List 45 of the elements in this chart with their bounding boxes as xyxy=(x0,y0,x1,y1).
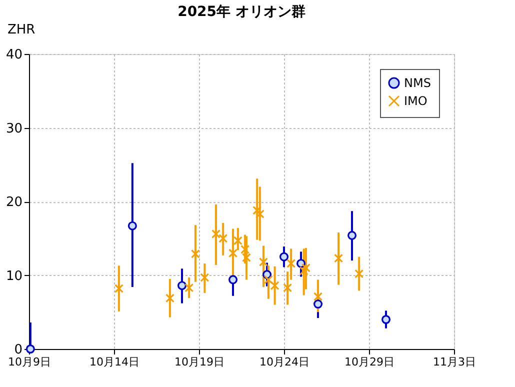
point xyxy=(252,206,262,215)
x-tick-label: 10月9日 xyxy=(8,356,51,368)
point xyxy=(334,254,344,263)
y-tick-label: 20 xyxy=(6,195,22,210)
legend-label: IMO xyxy=(404,94,428,108)
point xyxy=(218,234,228,243)
chart-title: 2025年 オリオン群 xyxy=(178,4,306,20)
point xyxy=(255,210,264,219)
point xyxy=(128,221,137,230)
point xyxy=(262,270,272,280)
point xyxy=(242,253,251,262)
point xyxy=(211,229,221,238)
y-tick-label: 40 xyxy=(6,48,22,62)
point xyxy=(286,258,296,268)
y-tick-label: 10 xyxy=(6,268,22,284)
point xyxy=(381,315,391,324)
point xyxy=(200,272,210,282)
point xyxy=(354,269,364,278)
legend-label: NMS xyxy=(404,76,431,90)
point xyxy=(347,230,357,240)
point xyxy=(264,275,273,284)
y-tick-label: 30 xyxy=(6,121,22,136)
point xyxy=(296,258,306,268)
point xyxy=(258,257,268,266)
x-tick-label: 10月19日 xyxy=(174,356,224,368)
point xyxy=(313,300,323,309)
point xyxy=(299,266,308,276)
point xyxy=(240,244,250,254)
y-tick-label: 0 xyxy=(14,342,22,358)
point xyxy=(228,275,238,284)
x-tick-label: 11月3日 xyxy=(433,356,476,368)
point xyxy=(279,252,289,262)
point xyxy=(313,292,323,302)
x-tick-label: 10月29日 xyxy=(344,356,394,368)
point xyxy=(114,284,124,294)
x-tick-label: 10月14日 xyxy=(90,356,140,368)
y-axis-title: ZHR xyxy=(8,22,36,38)
point xyxy=(165,294,174,303)
point xyxy=(177,281,187,290)
point xyxy=(283,283,292,292)
point xyxy=(301,263,310,272)
x-tick-label: 10月24日 xyxy=(260,356,310,368)
point xyxy=(233,236,242,246)
point xyxy=(190,249,200,258)
point xyxy=(270,281,280,290)
